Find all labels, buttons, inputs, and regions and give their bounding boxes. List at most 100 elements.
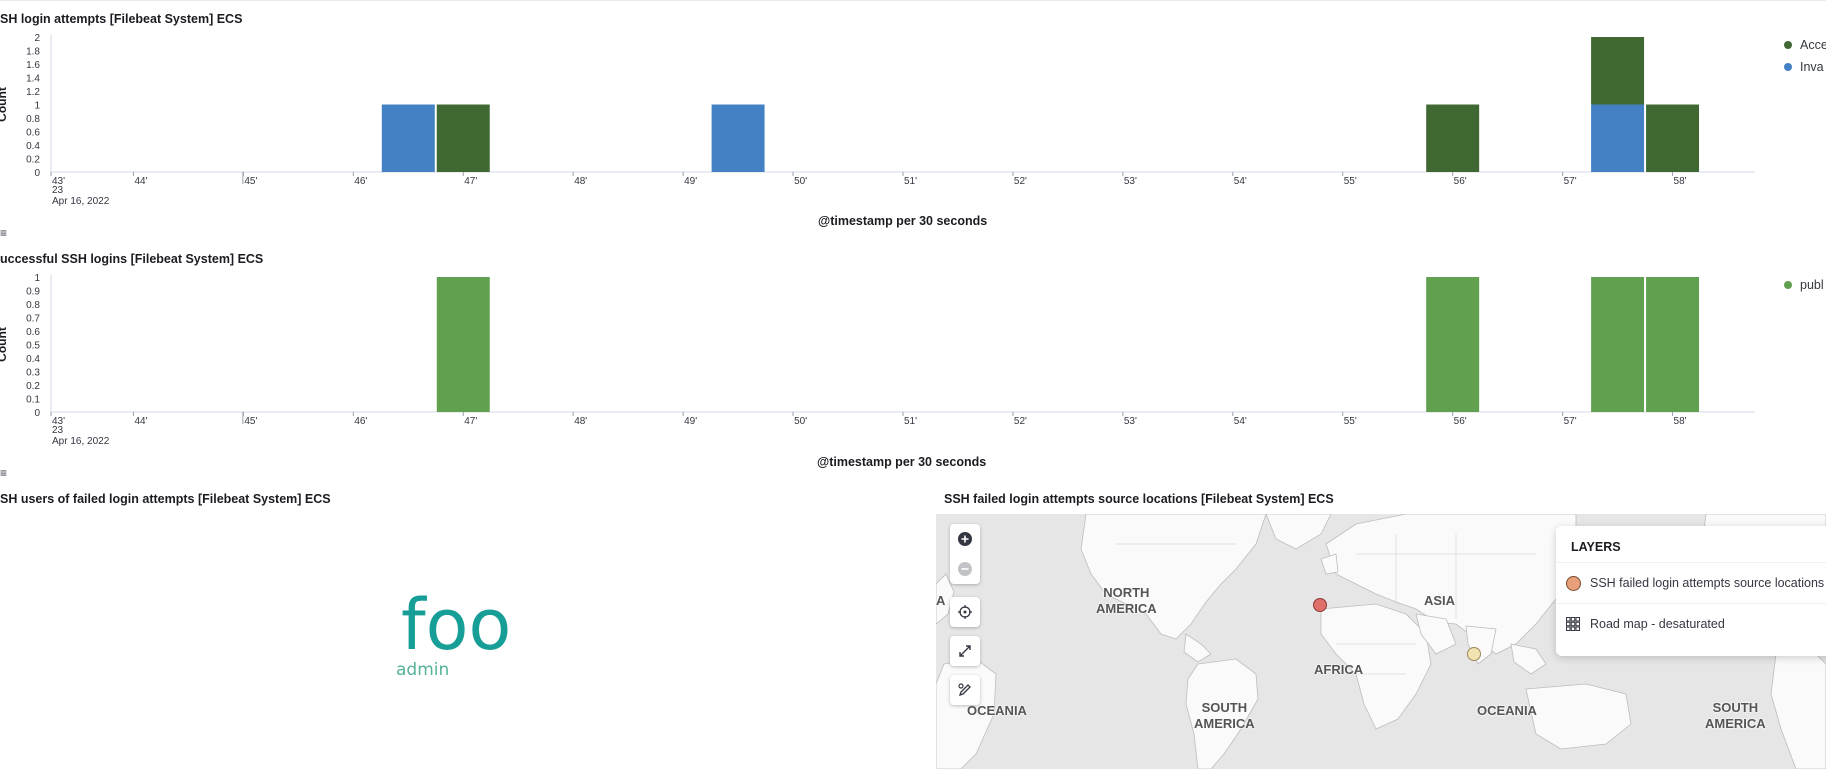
chart-bar xyxy=(1591,277,1645,412)
zoom-out-icon xyxy=(958,562,972,576)
landmass-south-america xyxy=(1185,658,1259,769)
grid-icon xyxy=(1565,616,1581,632)
layers-panel-title: LAYERS xyxy=(1571,540,1621,554)
landmass-north-america xyxy=(1080,514,1267,640)
x-date-label: 23 xyxy=(52,425,64,436)
map-data-point[interactable] xyxy=(1467,647,1481,661)
layer-color-swatch xyxy=(1565,575,1581,591)
fullscreen-control xyxy=(950,636,980,666)
x-tick-label: 46' xyxy=(354,416,367,427)
zoom-in-button[interactable] xyxy=(950,524,980,554)
y-tick-label: 1.2 xyxy=(26,87,40,98)
x-tick-label: 47' xyxy=(464,416,477,427)
legend-item-publ[interactable]: publ xyxy=(1784,274,1824,296)
legend-item-inva[interactable]: Inva xyxy=(1784,56,1826,78)
y-tick-label: 0.1 xyxy=(26,395,40,406)
x-tick-label: 47' xyxy=(464,176,477,187)
layers-panel: LAYERS SSH failed login attempts source … xyxy=(1556,526,1826,656)
panel-menu-icon[interactable]: ≡ xyxy=(0,466,8,480)
x-date-label: 23 xyxy=(52,185,64,196)
chart-bar xyxy=(1426,104,1480,172)
continent-label-text: SOUTH AMERICA xyxy=(1705,700,1766,731)
legend-label: Acce xyxy=(1800,38,1826,52)
landmass-africa xyxy=(1320,603,1432,730)
y-axis-title: Count xyxy=(0,327,9,362)
panel-menu-icon[interactable]: ≡ xyxy=(0,226,8,240)
legend-item-acce[interactable]: Acce xyxy=(1784,34,1826,56)
x-tick-label: 58' xyxy=(1674,176,1687,187)
continent-label-asia: ASIA xyxy=(1424,593,1455,609)
y-tick-label: 1.6 xyxy=(26,60,40,71)
zoom-controls xyxy=(950,524,980,584)
y-tick-label: 0.2 xyxy=(26,381,40,392)
fit-to-data-button[interactable] xyxy=(950,636,980,666)
y-tick-label: 0.2 xyxy=(26,155,40,166)
x-tick-label: 50' xyxy=(794,416,807,427)
x-tick-label: 49' xyxy=(684,176,697,187)
x-tick-label: 53' xyxy=(1124,416,1137,427)
layer-item-source-locations[interactable]: SSH failed login attempts source locatio… xyxy=(1556,562,1826,603)
x-tick-label: 55' xyxy=(1344,416,1357,427)
x-tick-label: 52' xyxy=(1014,416,1027,427)
fullscreen-icon xyxy=(959,645,971,657)
x-tick-label: 49' xyxy=(684,416,697,427)
chart-bar xyxy=(1591,104,1645,172)
circle-marker-icon xyxy=(1565,575,1581,591)
continent-label-south-america: SOUTH AMERICA xyxy=(1705,700,1766,732)
layer-label: Road map - desaturated xyxy=(1590,617,1725,631)
chart1-legend: Acce Inva xyxy=(1784,34,1826,78)
chart-bar xyxy=(1426,277,1480,412)
x-tick-label: 54' xyxy=(1234,416,1247,427)
x-tick-label: 45' xyxy=(244,176,257,187)
legend-dot xyxy=(1784,41,1792,49)
x-tick-label: 54' xyxy=(1234,176,1247,187)
set-view-button[interactable] xyxy=(950,597,980,627)
y-tick-label: 0.4 xyxy=(26,354,40,365)
landmass-arabia xyxy=(1415,613,1457,655)
y-tick-label: 1.8 xyxy=(26,47,40,58)
y-tick-label: 0.3 xyxy=(26,368,40,379)
chart-bar xyxy=(1646,104,1700,172)
x-tick-label: 50' xyxy=(794,176,807,187)
x-tick-label: 43' xyxy=(52,416,65,427)
y-tick-label: 1.4 xyxy=(26,74,40,85)
x-date-label: Apr 16, 2022 xyxy=(52,436,110,447)
layer-item-road-map[interactable]: Road map - desaturated xyxy=(1556,603,1826,644)
landmass-central-america xyxy=(1183,633,1212,663)
chart2-legend: publ xyxy=(1784,274,1824,296)
successful-logins-chart: 0 0.1 0.2 0.3 0.4 0.5 0.6 0.7 0.8 0.9 1 Count 43' 44'… xyxy=(0,273,1755,447)
chart-bar xyxy=(711,104,765,172)
layer-label: SSH failed login attempts source locatio… xyxy=(1590,576,1825,590)
locate-icon xyxy=(958,605,972,619)
x-date-label: Apr 16, 2022 xyxy=(52,196,110,207)
map-data-point[interactable] xyxy=(1313,598,1327,612)
chart-bar xyxy=(436,277,490,412)
grid-icon-graphic xyxy=(1566,617,1580,631)
chart2-x-axis-title: @timestamp per 30 seconds xyxy=(817,455,987,469)
legend-dot xyxy=(1784,281,1792,289)
legend-label: publ xyxy=(1800,278,1824,292)
x-tick-label: 51' xyxy=(904,416,917,427)
legend-dot xyxy=(1784,63,1792,71)
world-map[interactable]: NORTH AMERICA ASIA AFRICA OCEANIA OCEANI… xyxy=(936,514,1826,769)
chart-bar xyxy=(1646,277,1700,412)
x-tick-label: 44' xyxy=(134,416,147,427)
login-attempts-chart: 0 0.2 0.4 0.6 0.8 1 1.2 1.4 1.6 1.8 2 Count 43' 44' 45… xyxy=(0,33,1755,207)
continent-label-oceania: OCEANIA xyxy=(1477,703,1537,719)
zoom-out-button[interactable] xyxy=(950,554,980,584)
x-tick-label: 48' xyxy=(574,416,587,427)
continent-label-oceania: OCEANIA xyxy=(967,703,1027,719)
chart1-x-axis-title: @timestamp per 30 seconds xyxy=(818,214,988,228)
continent-label-text: SOUTH AMERICA xyxy=(1194,700,1255,731)
x-tick-label: 48' xyxy=(574,176,587,187)
panel-title-successful-logins: uccessful SSH logins [Filebeat System] E… xyxy=(0,252,264,266)
wordcloud-word-foo[interactable]: foo xyxy=(401,584,512,666)
y-tick-label: 0 xyxy=(34,408,40,419)
continent-label-text: NORTH AMERICA xyxy=(1096,585,1157,616)
tools-button[interactable] xyxy=(950,675,980,705)
legend-label: Inva xyxy=(1800,60,1824,74)
wordcloud-word-admin[interactable]: admin xyxy=(396,660,450,680)
y-tick-label: 0.8 xyxy=(26,300,40,311)
y-tick-label: 0.6 xyxy=(26,128,40,139)
x-tick-label: 52' xyxy=(1014,176,1027,187)
